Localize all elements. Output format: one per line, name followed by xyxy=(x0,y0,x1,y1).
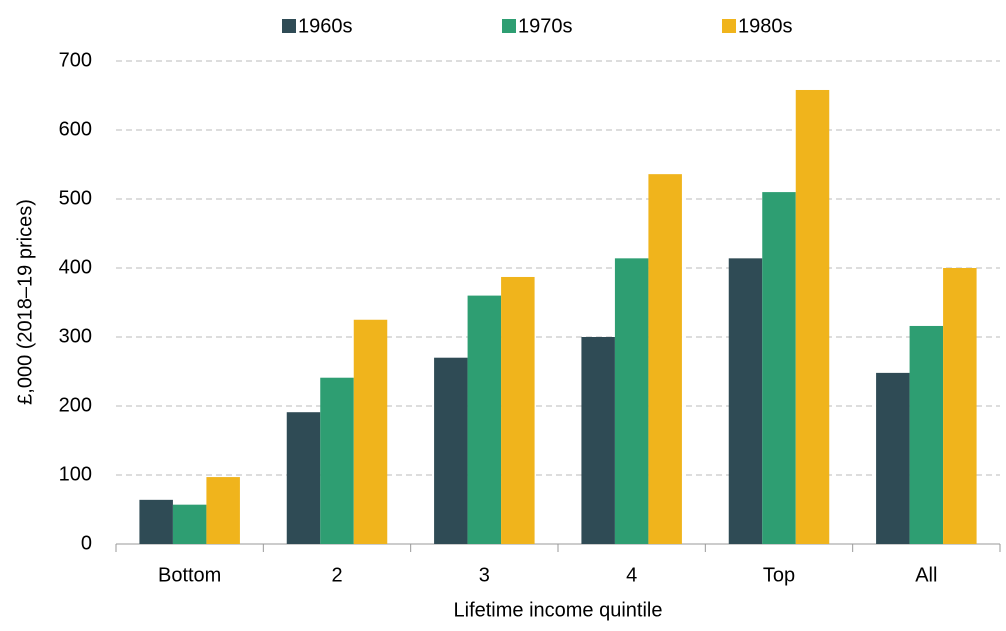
bar xyxy=(139,499,173,544)
bar xyxy=(320,377,354,544)
bar xyxy=(909,325,944,544)
bar xyxy=(795,89,830,544)
bar xyxy=(434,357,468,544)
y-tick-label: 0 xyxy=(81,532,92,554)
bar xyxy=(172,504,207,544)
bar xyxy=(501,276,535,544)
x-tick-label: Bottom xyxy=(158,564,221,586)
legend-swatch xyxy=(282,19,296,33)
legend-label: 1970s xyxy=(518,15,573,37)
bar xyxy=(286,412,321,544)
x-tick-label: Top xyxy=(763,564,795,586)
legend-label: 1960s xyxy=(298,15,353,37)
bar xyxy=(943,268,977,544)
y-tick-label: 700 xyxy=(59,49,92,71)
bar xyxy=(728,258,763,544)
bar xyxy=(581,337,615,544)
bar xyxy=(353,319,388,544)
y-tick-label: 300 xyxy=(59,325,92,347)
y-tick-label: 600 xyxy=(59,118,92,140)
x-tick-label: 4 xyxy=(626,564,637,586)
y-tick-label: 200 xyxy=(59,394,92,416)
x-tick-label: All xyxy=(915,564,937,586)
x-tick-label: 3 xyxy=(479,564,490,586)
bar xyxy=(206,477,240,544)
bar xyxy=(762,192,796,544)
legend-swatch xyxy=(502,19,516,33)
x-tick-label: 2 xyxy=(331,564,342,586)
y-tick-label: 400 xyxy=(59,256,92,278)
bar xyxy=(648,174,682,544)
x-axis-title: Lifetime income quintile xyxy=(454,599,663,621)
bar xyxy=(467,295,502,544)
y-tick-label: 500 xyxy=(59,187,92,209)
legend-swatch xyxy=(722,19,736,33)
legend-label: 1980s xyxy=(738,15,793,37)
y-axis-title: £,000 (2018–19 prices) xyxy=(14,199,36,405)
y-tick-label: 100 xyxy=(59,463,92,485)
bar xyxy=(876,372,910,544)
bar xyxy=(614,258,649,544)
